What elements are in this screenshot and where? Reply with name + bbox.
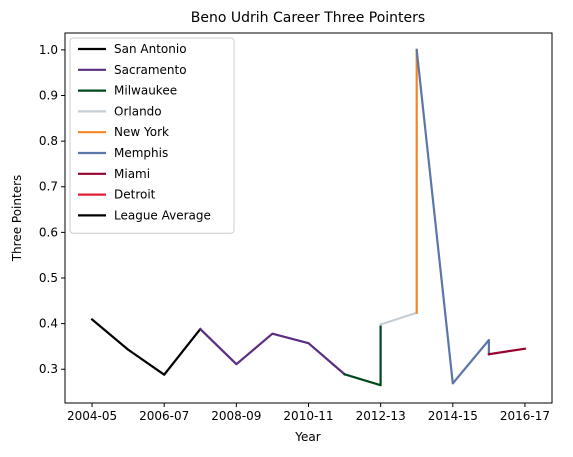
y-tick-label: 0.4 [39, 317, 58, 331]
series-line-6 [487, 347, 527, 356]
y-tick-label: 0.7 [39, 180, 58, 194]
series-line-3 [379, 311, 419, 326]
y-axis-ticks: 0.3 0.4 0.5 0.6 0.7 0.8 0.9 1.0 [39, 43, 65, 376]
legend-label: San Antonio [114, 42, 187, 56]
x-tick-label: 2010-11 [283, 409, 333, 423]
y-tick-label: 0.9 [39, 89, 58, 103]
series-line-1 [198, 327, 347, 376]
x-tick-label: 2016-17 [500, 409, 550, 423]
legend-label: Miami [114, 167, 150, 181]
legend-label: Milwaukee [114, 84, 177, 98]
y-tick-label: 0.3 [39, 362, 58, 376]
y-axis-label: Three Pointers [10, 175, 24, 263]
legend-label: Sacramento [114, 63, 187, 77]
x-tick-label: 2012-13 [356, 409, 406, 423]
x-tick-label: 2008-09 [211, 409, 261, 423]
legend-label: Orlando [114, 104, 162, 118]
y-tick-label: 0.5 [39, 271, 58, 285]
x-tick-label: 2014-15 [428, 409, 478, 423]
legend-label: Detroit [114, 188, 156, 202]
x-axis-label: Year [294, 430, 320, 444]
legend-label: League Average [114, 208, 211, 222]
legend: San Antonio Sacramento Milwaukee Orlando New… [69, 37, 235, 234]
y-tick-label: 1.0 [39, 43, 58, 57]
series-line-0 [90, 317, 202, 376]
y-tick-label: 0.6 [39, 225, 58, 239]
y-tick-label: 0.8 [39, 134, 58, 148]
x-tick-label: 2006-07 [139, 409, 189, 423]
legend-box [69, 37, 235, 234]
legend-label: New York [114, 125, 169, 139]
series-line-5 [415, 48, 490, 385]
series-line-2 [343, 325, 382, 387]
x-tick-label: 2004-05 [67, 409, 117, 423]
chart-title: Beno Udrih Career Three Pointers [191, 10, 425, 26]
legend-label: Memphis [114, 146, 168, 160]
x-axis-ticks: 2004-05 2006-07 2008-09 2010-11 2012-13 2014-… [67, 403, 550, 423]
